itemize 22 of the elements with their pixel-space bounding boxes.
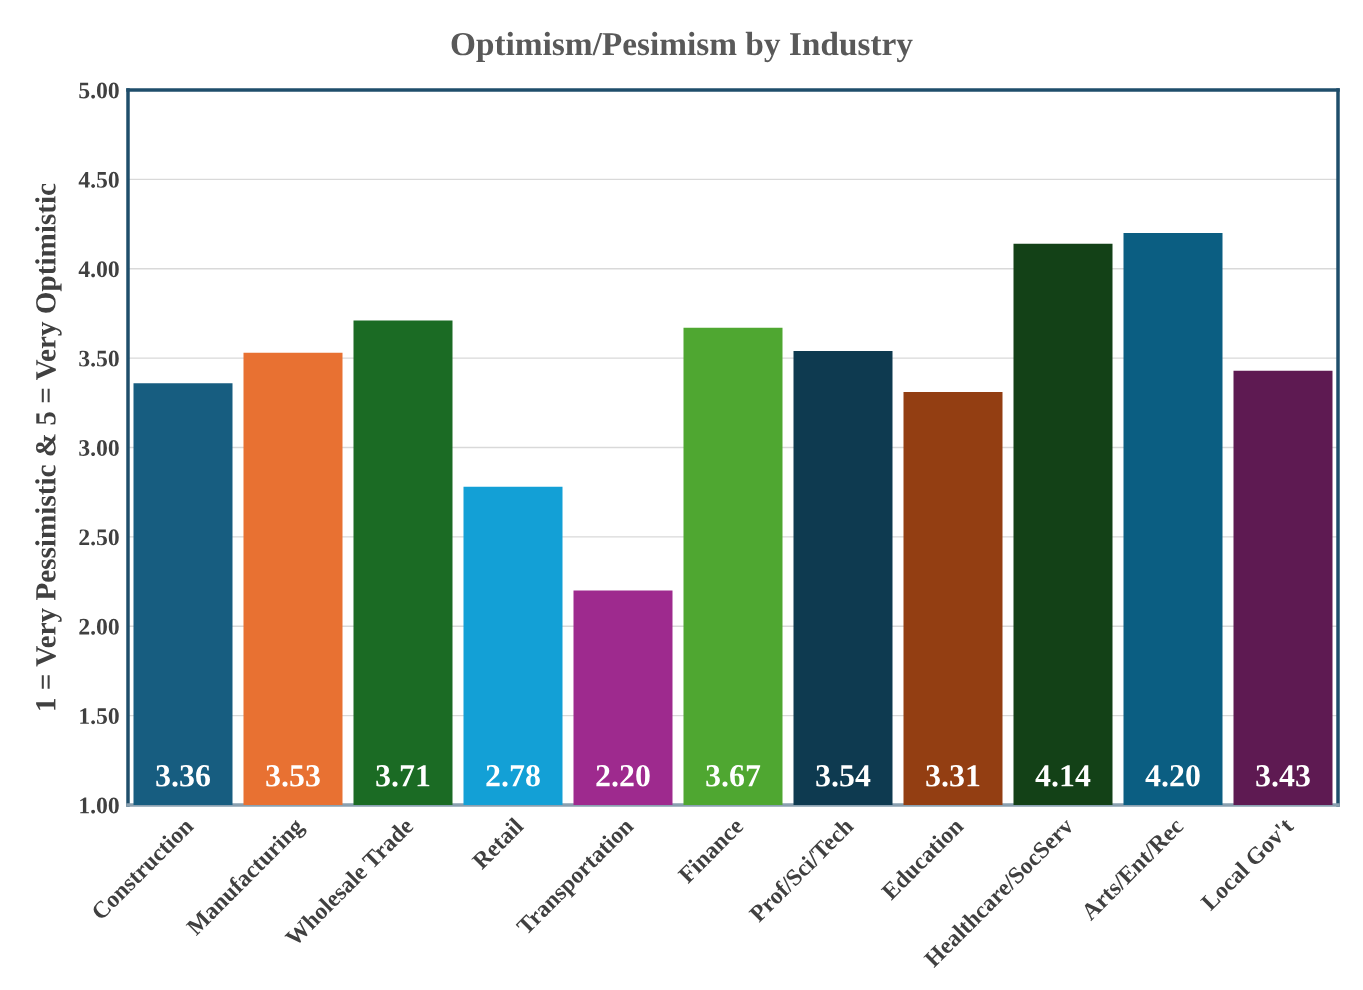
- data-label: 2.78: [486, 764, 540, 787]
- data-label: 3.31: [926, 765, 980, 787]
- y-axis-title: 1 = Very Pessimistic & 5 = Very Optimistic: [35, 183, 62, 710]
- data-label: 3.53: [266, 765, 320, 787]
- data-label: 3.67: [706, 765, 761, 787]
- y-tick-label: 3.00: [79, 439, 119, 457]
- y-tick-label: 5.00: [79, 82, 119, 99]
- data-label: 4.14: [1035, 765, 1091, 787]
- y-tick-label: 2.50: [79, 529, 119, 546]
- data-label: 3.36: [156, 765, 211, 787]
- y-tick-label: 3.50: [79, 350, 119, 367]
- y-tick-label: 4.50: [78, 171, 119, 188]
- data-label: 3.54: [816, 765, 871, 787]
- data-label: 3.43: [1256, 765, 1310, 787]
- chart-title: Optimism/Pesimism by Industry: [451, 31, 913, 63]
- data-label: 2.20: [596, 764, 650, 787]
- y-tick-label: 1.00: [80, 797, 119, 814]
- data-label: 3.71: [376, 765, 430, 787]
- y-tick-label: 1.50: [80, 708, 119, 725]
- y-tick-label: 2.00: [79, 618, 119, 635]
- y-tick-label: 4.00: [78, 261, 119, 278]
- data-label: 4.20: [1145, 764, 1200, 787]
